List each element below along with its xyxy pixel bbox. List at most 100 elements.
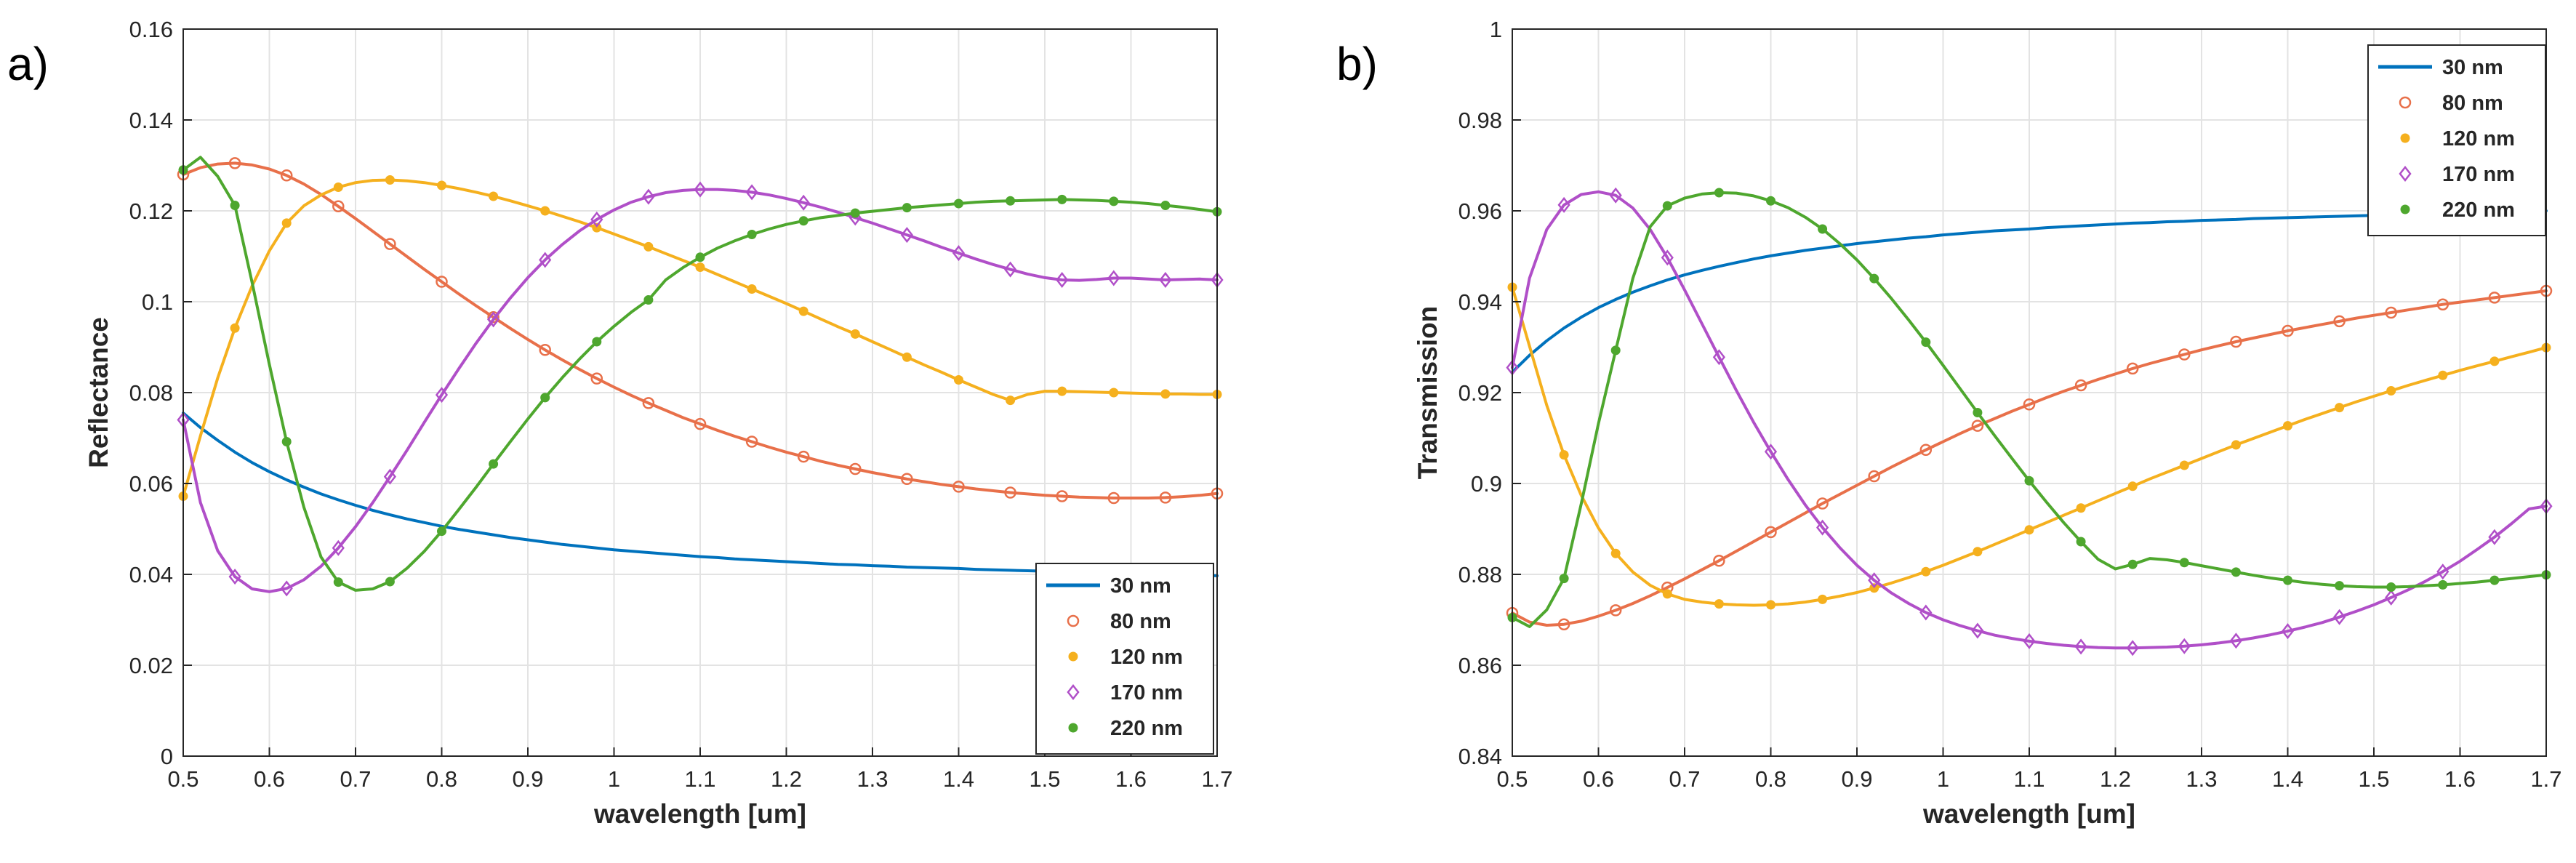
data-point-80-nm-21-b [1868, 470, 1880, 483]
data-point-170-nm-24-b [1919, 604, 1933, 621]
data-point-220-nm-36-a [798, 216, 808, 226]
legend-label-220-nm-a: 220 nm [1110, 717, 1183, 740]
legend-entry-80-nm-b: 80 nm [2399, 92, 2503, 115]
data-point-220-nm-51-b [2386, 582, 2396, 592]
data-point-170-nm-30-a [694, 181, 707, 198]
data-point-220-nm-18-a [489, 459, 499, 469]
y-tick-label-0-9-b: 0.9 [1471, 471, 1502, 497]
data-point-80-nm-18-b [1816, 497, 1829, 510]
legend-swatch-170-nm-b [2399, 165, 2412, 182]
data-point-120-nm-27-b [1973, 547, 1983, 557]
data-point-120-nm-6-b [1610, 548, 1621, 558]
data-point-220-nm-3-b [1559, 574, 1569, 584]
data-point-80-nm-42-a [901, 473, 913, 485]
data-point-220-nm-57-b [2489, 575, 2500, 585]
data-point-170-nm-57-b [2488, 529, 2501, 545]
data-point-220-nm-48-a [1006, 196, 1016, 206]
legend-a: 30 nm 80 nm 120 nm 170 nm 220 nm [1035, 563, 1214, 755]
x-tick-label-0-9-b: 0.9 [1841, 766, 1872, 792]
x-tick-label-1-a: 1 [608, 766, 620, 792]
data-point-80-nm-54-b [2436, 298, 2449, 310]
data-point-170-nm-3-b [1557, 196, 1570, 213]
data-point-80-nm-30-b [2023, 398, 2036, 411]
data-point-80-nm-36-a [797, 450, 810, 463]
data-point-120-nm-42-a [902, 352, 912, 362]
data-point-120-nm-27-a [643, 241, 654, 252]
data-point-170-nm-36-a [797, 194, 810, 211]
data-point-170-nm-30-b [2023, 633, 2036, 649]
data-point-170-nm-18-a [487, 311, 500, 328]
data-point-220-nm-48-b [2335, 581, 2345, 591]
legend-label-120-nm-b: 120 nm [2442, 127, 2515, 150]
data-point-220-nm-45-a [954, 198, 963, 209]
legend-entry-30-nm-a: 30 nm [1046, 574, 1171, 598]
y-tick-label-0-14-a: 0.14 [129, 108, 173, 133]
x-tick-label-1-3-a: 1.3 [856, 766, 888, 792]
data-point-170-nm-45-a [952, 245, 966, 262]
y-tick-label-0-1-a: 0.1 [142, 289, 173, 315]
legend-label-120-nm-a: 120 nm [1110, 646, 1183, 669]
data-point-80-nm-30-a [694, 417, 707, 430]
data-point-80-nm-33-b [2074, 379, 2087, 392]
data-point-170-nm-6-b [1609, 187, 1622, 204]
data-point-80-nm-39-b [2178, 348, 2191, 361]
data-point-120-nm-24-b [1921, 566, 1931, 577]
data-point-120-nm-12-a [385, 175, 395, 185]
y-axis-label-a: Reflectance [84, 317, 113, 468]
data-point-220-nm-51-a [1057, 194, 1067, 204]
y-tick-label-0-06-a: 0.06 [129, 471, 173, 497]
data-point-80-nm-39-a [849, 462, 862, 475]
data-point-120-nm-54-a [1109, 388, 1119, 398]
y-tick-label-0-84-b: 0.84 [1458, 744, 1502, 769]
data-point-220-nm-57-a [1160, 201, 1171, 210]
x-tick-label-0-6-b: 0.6 [1583, 766, 1614, 792]
series-170-nm-a [177, 181, 1224, 597]
y-axis-label-b: Transmission [1413, 306, 1443, 480]
legend-label-80-nm-b: 80 nm [2442, 92, 2503, 115]
x-tick-label-0-6-a: 0.6 [254, 766, 285, 792]
data-point-120-nm-45-a [954, 375, 963, 385]
data-point-170-nm-15-b [1764, 443, 1778, 460]
data-point-170-nm-42-a [900, 227, 913, 244]
data-point-80-nm-51-a [1056, 490, 1068, 502]
x-tick-label-1-7-a: 1.7 [1201, 766, 1232, 792]
data-point-170-nm-18-b [1816, 519, 1829, 536]
data-point-220-nm-9-b [1662, 201, 1672, 211]
x-tick-label-1-2-b: 1.2 [2100, 766, 2131, 792]
y-tick-label-0-94-b: 0.94 [1458, 289, 1502, 315]
series-80-nm-a [177, 157, 1224, 505]
legend-label-30-nm-b: 30 nm [2442, 56, 2503, 79]
data-point-120-nm-30-b [2024, 525, 2034, 535]
series-line-80-nm-b [1511, 289, 2548, 627]
data-point-220-nm-39-b [2179, 558, 2189, 568]
data-point-170-nm-51-b [2385, 589, 2398, 606]
data-point-120-nm-18-a [489, 191, 499, 201]
data-point-220-nm-9-a [333, 577, 343, 587]
data-point-80-nm-51-b [2385, 306, 2397, 319]
data-point-120-nm-57-a [1160, 389, 1171, 399]
chart-panel-b: 0.5 0.6 0.7 0.8 0.9 1 1.1 1.2 1.3 1.4 1.5 1.6 1.7 0.8… [1336, 17, 2562, 829]
data-point-120-nm-3-a [230, 323, 240, 333]
data-point-120-nm-24-a [592, 222, 602, 233]
data-point-120-nm-12-b [1714, 599, 1724, 609]
x-tick-label-0-5-b: 0.5 [1496, 766, 1528, 792]
data-point-120-nm-21-a [540, 206, 550, 216]
data-point-170-nm-45-b [2281, 623, 2295, 640]
data-point-220-nm-54-b [2438, 579, 2448, 590]
data-point-170-nm-21-a [539, 252, 552, 268]
x-tick-label-1-1-a: 1.1 [684, 766, 715, 792]
y-tick-label-0-08-a: 0.08 [129, 380, 173, 406]
data-point-220-nm-54-a [1109, 196, 1119, 206]
legend-label-30-nm-a: 30 nm [1110, 574, 1171, 598]
data-point-170-nm-27-a [642, 188, 655, 205]
series-120-nm-b [1507, 282, 2551, 610]
data-point-80-nm-9-a [332, 200, 345, 212]
data-point-220-nm-33-b [2076, 537, 2086, 547]
data-point-120-nm-15-b [1766, 600, 1775, 610]
x-tick-label-0-5-a: 0.5 [167, 766, 198, 792]
y-tick-label-0-92-b: 0.92 [1458, 380, 1502, 406]
x-tick-label-1-5-a: 1.5 [1029, 766, 1060, 792]
legend-box-a [1035, 563, 1214, 755]
data-point-220-nm-30-a [695, 252, 705, 262]
x-tick-label-1-3-b: 1.3 [2186, 766, 2217, 792]
